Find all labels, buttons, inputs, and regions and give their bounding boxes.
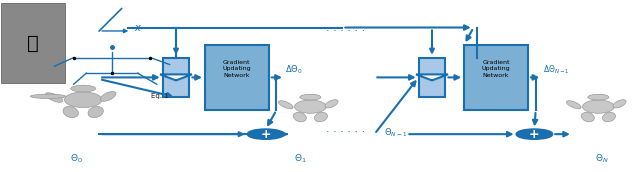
- Ellipse shape: [582, 100, 614, 113]
- FancyBboxPatch shape: [419, 58, 445, 97]
- Ellipse shape: [31, 94, 66, 98]
- Text: Gradient
Updating
Network: Gradient Updating Network: [482, 60, 510, 78]
- Ellipse shape: [602, 112, 616, 122]
- Circle shape: [248, 129, 284, 139]
- Text: $\Theta_N$: $\Theta_N$: [595, 153, 609, 165]
- Ellipse shape: [581, 112, 595, 122]
- Ellipse shape: [65, 92, 102, 108]
- Text: 📷: 📷: [28, 34, 39, 52]
- Ellipse shape: [325, 100, 338, 108]
- Text: $\Theta_0$: $\Theta_0$: [70, 153, 83, 165]
- Ellipse shape: [566, 101, 581, 109]
- Text: $x$: $x$: [134, 23, 143, 33]
- Text: Eq. 1: Eq. 1: [151, 93, 169, 99]
- Ellipse shape: [294, 100, 326, 113]
- Ellipse shape: [613, 100, 626, 108]
- Ellipse shape: [100, 92, 116, 101]
- FancyBboxPatch shape: [1, 3, 65, 83]
- Text: · · · · · ·: · · · · · ·: [326, 127, 365, 137]
- Polygon shape: [160, 74, 192, 80]
- Text: $\Theta_{N-1}$: $\Theta_{N-1}$: [384, 126, 408, 139]
- Circle shape: [516, 129, 552, 139]
- Ellipse shape: [88, 106, 103, 118]
- Text: +: +: [529, 128, 540, 141]
- Text: Gradient
Updating
Network: Gradient Updating Network: [223, 60, 251, 78]
- Text: $\Delta\Theta_0$: $\Delta\Theta_0$: [285, 63, 303, 76]
- FancyBboxPatch shape: [205, 45, 269, 110]
- Ellipse shape: [293, 112, 307, 122]
- Text: $\Theta_1$: $\Theta_1$: [294, 153, 307, 165]
- Polygon shape: [416, 74, 448, 80]
- Ellipse shape: [45, 93, 63, 102]
- Text: $\Delta\Theta_{N-1}$: $\Delta\Theta_{N-1}$: [543, 63, 570, 76]
- Ellipse shape: [63, 106, 78, 118]
- Circle shape: [300, 94, 321, 100]
- FancyBboxPatch shape: [464, 45, 528, 110]
- FancyBboxPatch shape: [163, 58, 189, 97]
- Ellipse shape: [314, 112, 328, 122]
- Text: +: +: [260, 128, 271, 141]
- Circle shape: [70, 85, 96, 92]
- Ellipse shape: [278, 101, 293, 109]
- Circle shape: [588, 94, 609, 100]
- Text: · · · · · ·: · · · · · ·: [326, 26, 365, 36]
